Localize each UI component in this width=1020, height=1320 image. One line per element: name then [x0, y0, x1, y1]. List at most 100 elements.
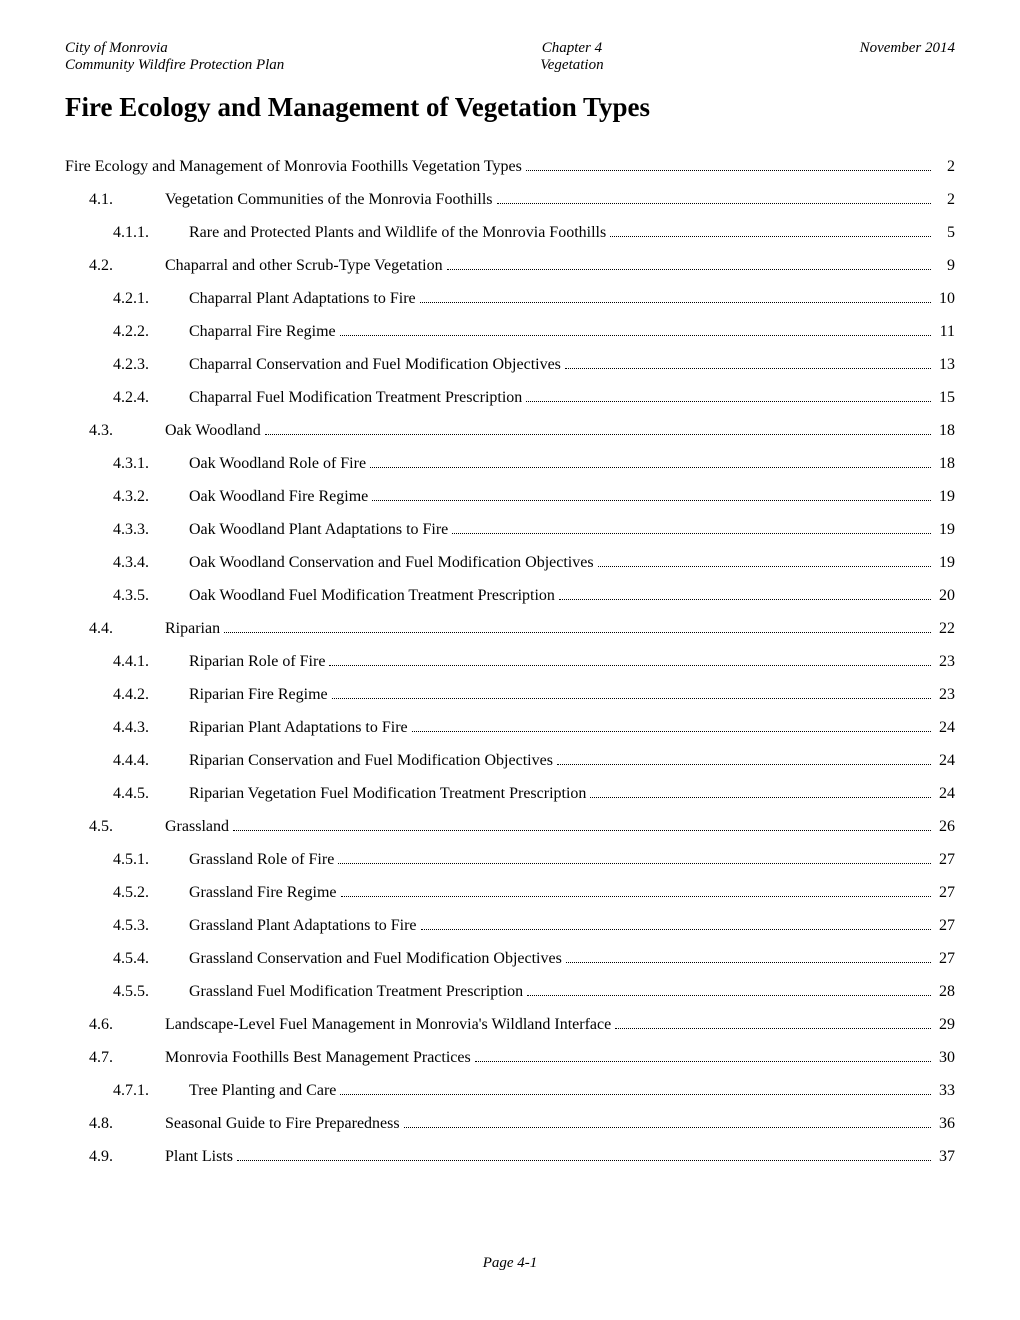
toc-page-number: 37	[935, 1145, 955, 1169]
toc-page-number: 18	[935, 419, 955, 443]
toc-row[interactable]: 4.2.Chaparral and other Scrub-Type Veget…	[65, 254, 955, 278]
toc-leader-dots	[332, 683, 931, 699]
toc-page-number: 5	[935, 221, 955, 245]
toc-number: 4.2.	[89, 254, 139, 278]
toc-number: 4.4.4.	[113, 749, 163, 773]
toc-leader-dots	[421, 914, 931, 930]
toc-leader-dots	[566, 947, 931, 963]
toc-leader-dots	[341, 881, 931, 897]
toc-title: Landscape-Level Fuel Management in Monro…	[165, 1013, 611, 1037]
toc-row[interactable]: 4.3.1. Oak Woodland Role of Fire 18	[65, 452, 955, 476]
toc-row[interactable]: Fire Ecology and Management of Monrovia …	[65, 155, 955, 179]
toc-leader-dots	[372, 485, 931, 501]
toc-row[interactable]: 4.2.3. Chaparral Conservation and Fuel Mo…	[65, 353, 955, 377]
toc-leader-dots	[610, 221, 931, 237]
toc-title: Oak Woodland Role of Fire	[189, 452, 366, 476]
toc-row[interactable]: 4.3.4.Oak Woodland Conservation and Fuel…	[65, 551, 955, 575]
toc-title: Oak Woodland	[165, 419, 261, 443]
toc-number: 4.3.	[89, 419, 139, 443]
toc-row[interactable]: 4.2.1.Chaparral Plant Adaptations to Fir…	[65, 287, 955, 311]
toc-page-number: 9	[935, 254, 955, 278]
toc-row[interactable]: 4.5.5.Grassland Fuel Modification Treatm…	[65, 980, 955, 1004]
toc-leader-dots	[340, 320, 931, 336]
toc-row[interactable]: 4.9. Plant Lists 37	[65, 1145, 955, 1169]
toc-page-number: 15	[935, 386, 955, 410]
toc-page-number: 27	[935, 848, 955, 872]
toc-number: 4.5.3.	[113, 914, 163, 938]
toc-number: 4.4.1.	[113, 650, 163, 674]
toc-title: Chaparral Fuel Modification Treatment Pr…	[189, 386, 522, 410]
header-city: City of Monrovia	[65, 40, 284, 57]
toc-leader-dots	[447, 254, 931, 270]
toc-number: 4.2.2.	[113, 320, 163, 344]
toc-number: 4.1.1.	[113, 221, 163, 245]
toc-row[interactable]: 4.1.Vegetation Communities of the Monrov…	[65, 188, 955, 212]
toc-row[interactable]: 4.5.3.Grassland Plant Adaptations to Fir…	[65, 914, 955, 938]
toc-title: Oak Woodland Conservation and Fuel Modif…	[189, 551, 594, 575]
toc-number: 4.3.1.	[113, 452, 163, 476]
toc-number: 4.4.3.	[113, 716, 163, 740]
toc-row[interactable]: 4.3.5.Oak Woodland Fuel Modification Tre…	[65, 584, 955, 608]
toc-leader-dots	[412, 716, 931, 732]
toc-number: 4.5.5.	[113, 980, 163, 1004]
toc-page-number: 27	[935, 881, 955, 905]
toc-row[interactable]: 4.2.4. Chaparral Fuel Modification Treatm…	[65, 386, 955, 410]
page-header: City of Monrovia Community Wildfire Prot…	[65, 40, 955, 74]
toc-number: 4.2.3.	[113, 353, 163, 377]
toc-row[interactable]: 4.2.2. Chaparral Fire Regime 11	[65, 320, 955, 344]
toc-title: Chaparral Conservation and Fuel Modifica…	[189, 353, 561, 377]
toc-number: 4.4.5.	[113, 782, 163, 806]
toc-row[interactable]: 4.5.2.Grassland Fire Regime27	[65, 881, 955, 905]
toc-title: Chaparral Plant Adaptations to Fire	[189, 287, 416, 311]
toc-number: 4.2.4.	[113, 386, 163, 410]
toc-number: 4.4.2.	[113, 683, 163, 707]
header-date: November 2014	[860, 40, 955, 57]
header-right: November 2014	[860, 40, 955, 57]
toc-row[interactable]: 4.4.4.Riparian Conservation and Fuel Mod…	[65, 749, 955, 773]
toc-leader-dots	[526, 155, 931, 171]
toc-row[interactable]: 4.3.3.Oak Woodland Plant Adaptations to …	[65, 518, 955, 542]
toc-row[interactable]: 4.5.1.Grassland Role of Fire27	[65, 848, 955, 872]
toc-row[interactable]: 4.4.2.Riparian Fire Regime23	[65, 683, 955, 707]
toc-number: 4.5.2.	[113, 881, 163, 905]
toc-title: Rare and Protected Plants and Wildlife o…	[189, 221, 606, 245]
toc-page-number: 11	[935, 320, 955, 344]
toc-leader-dots	[370, 452, 931, 468]
toc-row[interactable]: 4.3.2.Oak Woodland Fire Regime19	[65, 485, 955, 509]
toc-leader-dots	[590, 782, 931, 798]
toc-page-number: 23	[935, 683, 955, 707]
toc-page-number: 22	[935, 617, 955, 641]
toc-row[interactable]: 4.4. Riparian 22	[65, 617, 955, 641]
toc-title: Vegetation Communities of the Monrovia F…	[165, 188, 493, 212]
toc-page-number: 30	[935, 1046, 955, 1070]
toc-title: Riparian Role of Fire	[189, 650, 325, 674]
toc-number: 4.4.	[89, 617, 139, 641]
toc-title: Plant Lists	[165, 1145, 233, 1169]
toc-row[interactable]: 4.6. Landscape-Level Fuel Management in M…	[65, 1013, 955, 1037]
toc-page-number: 18	[935, 452, 955, 476]
toc-row[interactable]: 4.5.4.Grassland Conservation and Fuel Mo…	[65, 947, 955, 971]
toc-row[interactable]: 4.1.1. Rare and Protected Plants and Wild…	[65, 221, 955, 245]
toc-title: Chaparral Fire Regime	[189, 320, 336, 344]
toc-row[interactable]: 4.7.Monrovia Foothills Best Management P…	[65, 1046, 955, 1070]
toc-row[interactable]: 4.5.Grassland26	[65, 815, 955, 839]
toc-row[interactable]: 4.4.1.Riparian Role of Fire23	[65, 650, 955, 674]
table-of-contents: Fire Ecology and Management of Monrovia …	[65, 155, 955, 1169]
toc-row[interactable]: 4.3. Oak Woodland 18	[65, 419, 955, 443]
toc-number: 4.9.	[89, 1145, 139, 1169]
toc-leader-dots	[615, 1013, 931, 1029]
toc-row[interactable]: 4.8.Seasonal Guide to Fire Preparedness3…	[65, 1112, 955, 1136]
toc-title: Monrovia Foothills Best Management Pract…	[165, 1046, 471, 1070]
toc-leader-dots	[233, 815, 931, 831]
toc-row[interactable]: 4.7.1.Tree Planting and Care33	[65, 1079, 955, 1103]
page-footer: Page 4-1	[0, 1255, 1020, 1272]
toc-number: 4.3.2.	[113, 485, 163, 509]
toc-title: Oak Woodland Fuel Modification Treatment…	[189, 584, 555, 608]
toc-row[interactable]: 4.4.5.Riparian Vegetation Fuel Modificat…	[65, 782, 955, 806]
toc-number: 4.6.	[89, 1013, 139, 1037]
header-subject: Vegetation	[540, 57, 603, 74]
toc-title: Riparian	[165, 617, 220, 641]
toc-leader-dots	[237, 1145, 931, 1161]
toc-row[interactable]: 4.4.3.Riparian Plant Adaptations to Fire…	[65, 716, 955, 740]
toc-leader-dots	[526, 386, 931, 402]
